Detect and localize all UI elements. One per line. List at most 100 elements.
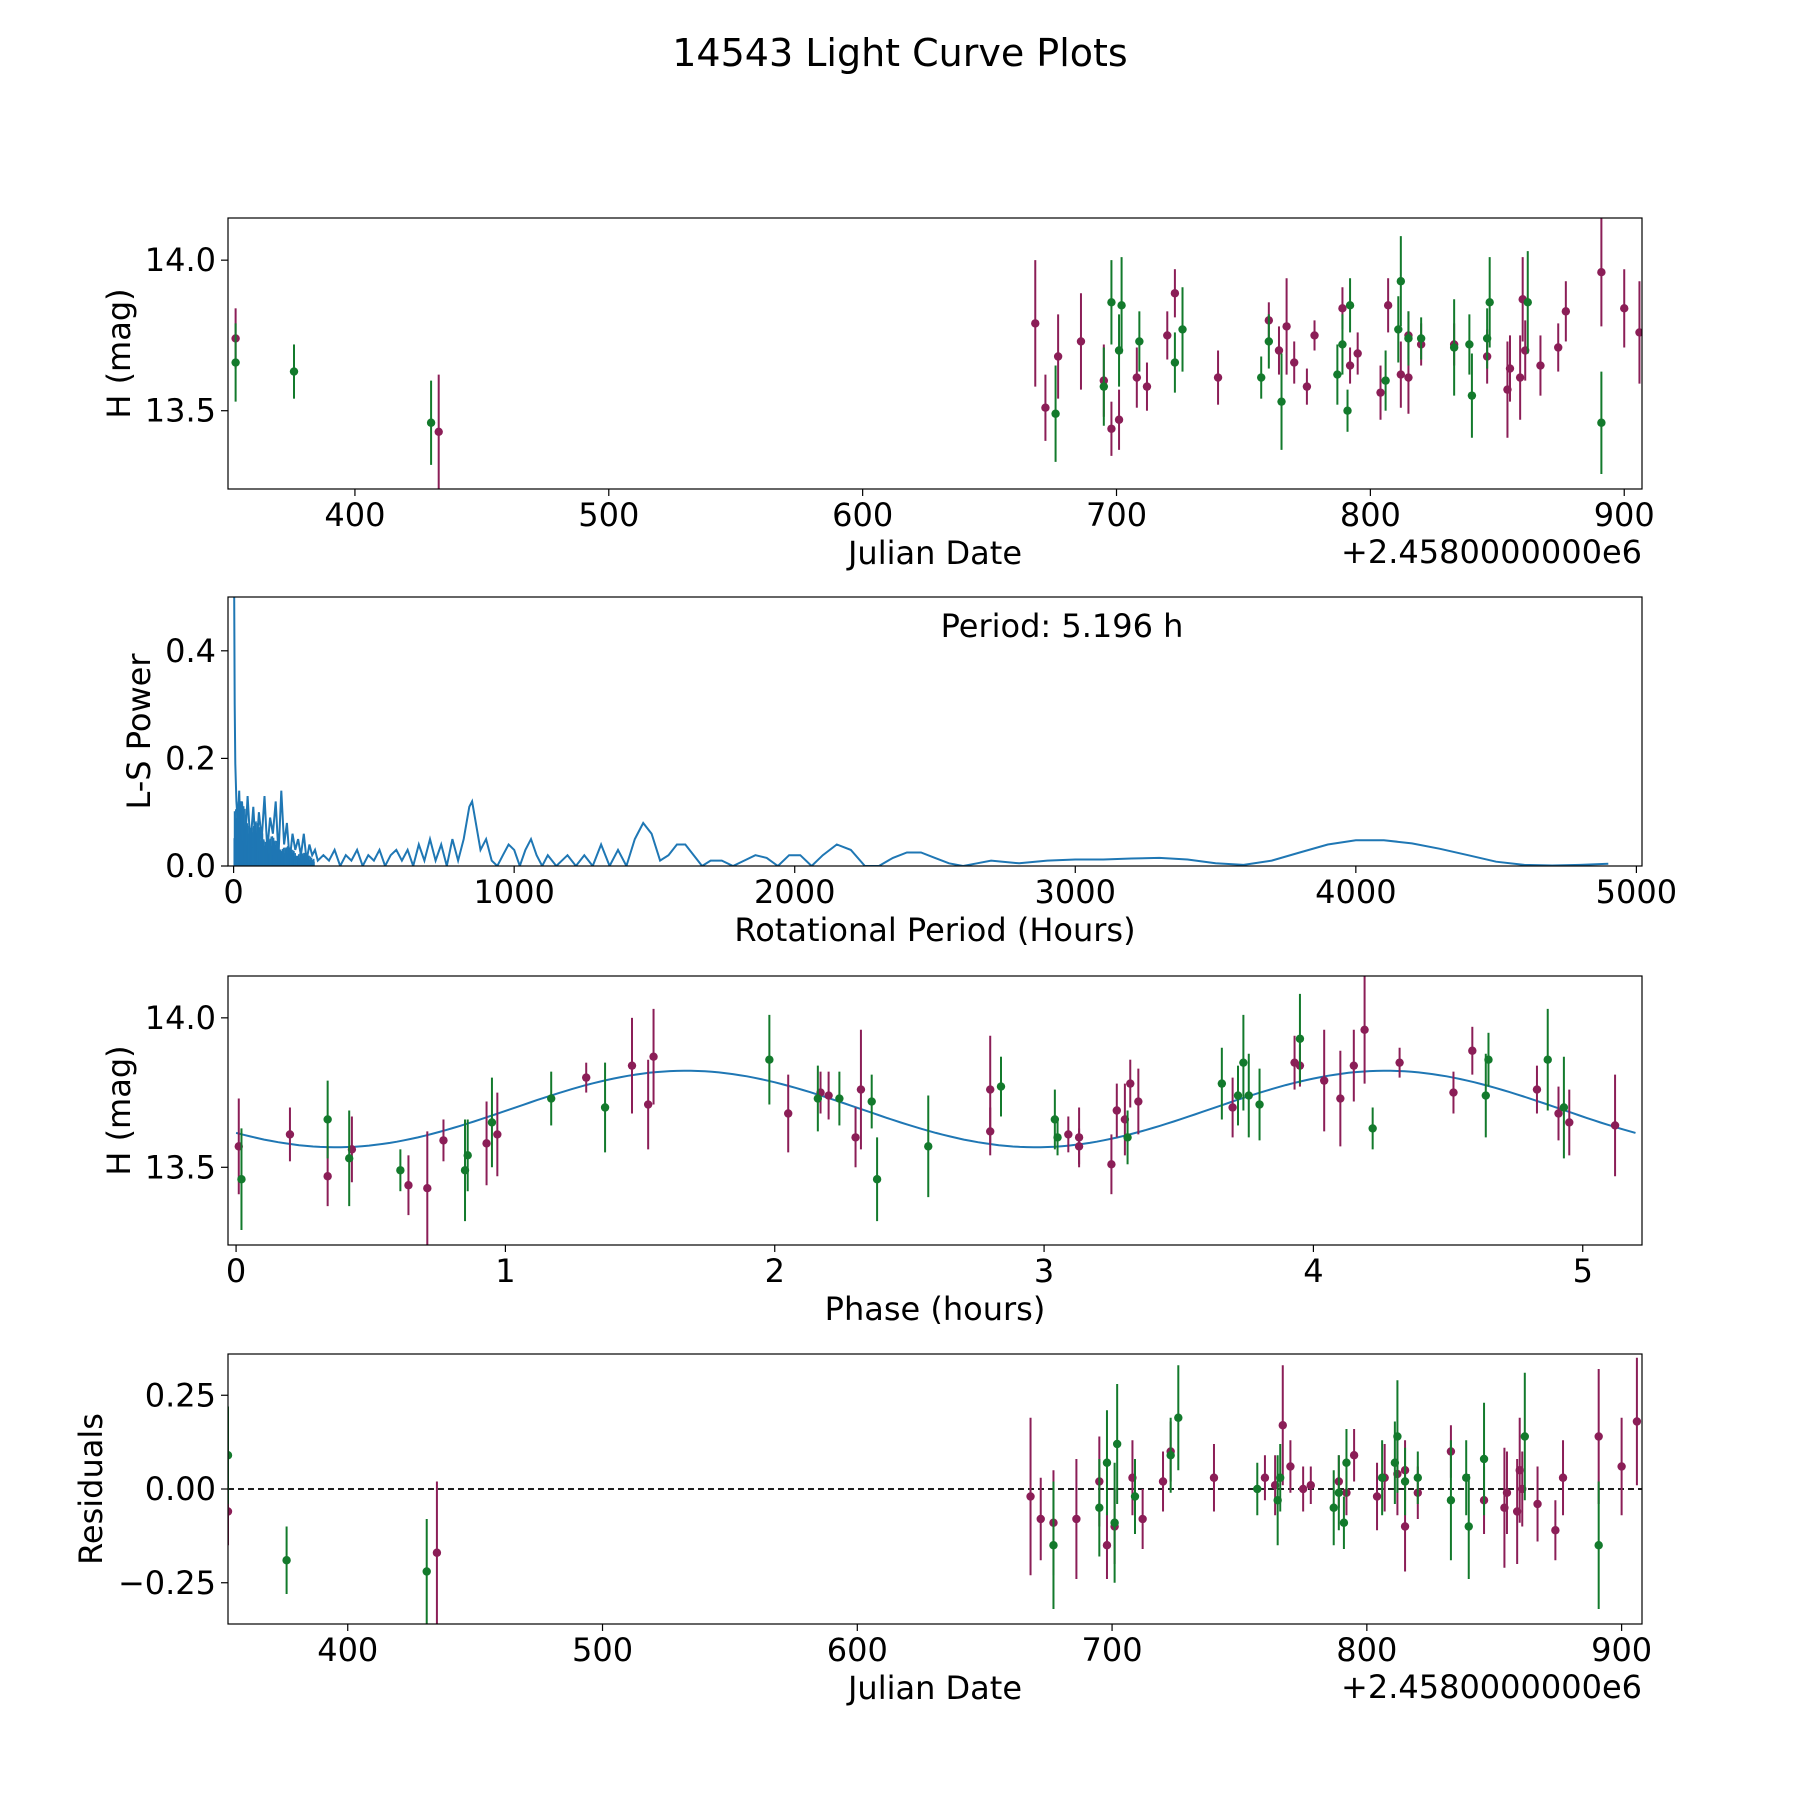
data-point — [1319, 1076, 1329, 1085]
data-point — [1446, 1496, 1456, 1505]
data-point — [1114, 415, 1124, 424]
data-point — [1138, 1514, 1147, 1524]
data-point — [1338, 304, 1347, 313]
data-point — [1360, 1025, 1369, 1035]
data-point — [1617, 1462, 1626, 1471]
data-point — [1253, 1484, 1262, 1494]
data-point — [1255, 1100, 1264, 1109]
data-point — [1174, 1413, 1183, 1422]
data-point — [1400, 1522, 1410, 1531]
data-point — [228, 1507, 233, 1516]
data-point — [1413, 1473, 1422, 1482]
data-point — [1502, 1488, 1512, 1497]
data-point — [1074, 1133, 1084, 1142]
data-point — [1372, 1492, 1382, 1501]
data-point — [784, 1109, 793, 1118]
data-point — [1276, 1473, 1285, 1482]
data-point — [1396, 277, 1406, 286]
data-point — [1353, 349, 1362, 358]
x-axis-label: Julian Date — [846, 1669, 1022, 1707]
data-point — [1536, 361, 1545, 370]
residuals-panel: 400 500 600 700 800 900 −0.25 0.00 0.25 Julian Da… — [72, 1353, 1652, 1707]
data-point — [1400, 1477, 1410, 1486]
data-point — [1239, 1058, 1248, 1067]
data-point — [1260, 1473, 1270, 1482]
data-point — [765, 1055, 774, 1064]
data-point — [1481, 1091, 1490, 1100]
data-point — [1594, 1432, 1603, 1441]
x-tick-label: 2000 — [754, 873, 835, 911]
x-axis-label: Julian Date — [846, 534, 1022, 572]
phased-panel: 0 1 2 3 4 5 13.5 14.0 Phase (hours) H (mag) — [100, 975, 1643, 1328]
data-point — [434, 427, 443, 436]
data-point — [1051, 409, 1060, 418]
x-offset-label: +2.4580000000e6 — [1341, 533, 1642, 571]
data-point — [1395, 1058, 1404, 1067]
x-offset-label: +2.4580000000e6 — [1341, 1668, 1642, 1706]
data-point — [1277, 397, 1286, 406]
data-point — [1383, 301, 1393, 310]
data-point — [228, 1451, 233, 1460]
data-point — [1520, 1432, 1530, 1441]
data-point — [426, 418, 436, 427]
data-point — [1345, 361, 1355, 370]
data-point — [1543, 1055, 1552, 1064]
data-point — [323, 1172, 332, 1181]
y-axis-label: H (mag) — [100, 1045, 138, 1175]
data-point — [1468, 1046, 1477, 1055]
data-point — [1257, 373, 1266, 382]
data-point — [345, 1154, 354, 1163]
data-point — [643, 1100, 653, 1109]
data-point — [1102, 1458, 1112, 1467]
phased-plot-area — [234, 976, 1636, 1245]
x-tick-label: 600 — [827, 1631, 888, 1669]
y-tick-label: 14.0 — [145, 241, 216, 279]
data-point — [463, 1151, 472, 1160]
data-point — [582, 1073, 591, 1082]
data-point — [487, 1118, 497, 1127]
data-point — [1404, 334, 1413, 343]
periodogram-panel: 0 1000 2000 3000 4000 5000 0.0 0.2 0.4 Rotational… — [120, 596, 1677, 949]
x-axis-label: Phase (hours) — [825, 1290, 1046, 1328]
data-point — [1166, 1451, 1175, 1460]
data-point — [1565, 1118, 1574, 1127]
data-point — [1099, 382, 1109, 391]
data-point — [1274, 346, 1284, 355]
data-point — [649, 1052, 658, 1061]
data-point — [1336, 1094, 1345, 1103]
periodogram-plot-area — [233, 597, 1609, 866]
data-point — [1467, 391, 1477, 400]
data-point — [1532, 1085, 1542, 1094]
data-point — [285, 1130, 295, 1139]
data-point — [439, 1136, 448, 1145]
data-point — [1449, 343, 1459, 352]
lightcurve-plot-area — [231, 218, 1642, 489]
data-point — [482, 1139, 491, 1148]
data-point — [1597, 268, 1606, 277]
data-point — [1228, 1103, 1237, 1112]
x-tick-label: 3000 — [1035, 873, 1116, 911]
data-point — [1394, 325, 1403, 334]
y-axis-label: L-S Power — [120, 653, 158, 810]
data-point — [1209, 1473, 1219, 1482]
data-point — [1377, 1473, 1387, 1482]
lightcurve-axes-frame — [227, 217, 1643, 490]
data-point — [1505, 364, 1515, 373]
data-point — [1343, 406, 1352, 415]
data-point — [1342, 1458, 1351, 1467]
data-point — [1339, 1518, 1349, 1527]
data-point — [1170, 289, 1180, 298]
data-point — [1049, 1541, 1058, 1550]
data-point — [1597, 418, 1606, 427]
y-tick-label: −0.25 — [118, 1564, 216, 1602]
data-point — [1107, 1160, 1116, 1169]
x-tick-label: 2 — [765, 1252, 785, 1290]
x-tick-label: 800 — [1336, 1631, 1397, 1669]
data-point — [1559, 1103, 1569, 1112]
data-point — [1041, 403, 1050, 412]
data-point — [1142, 382, 1152, 391]
data-point — [1334, 1488, 1344, 1497]
data-point — [1349, 1061, 1359, 1070]
data-point — [1244, 1091, 1253, 1100]
data-point — [422, 1567, 431, 1576]
